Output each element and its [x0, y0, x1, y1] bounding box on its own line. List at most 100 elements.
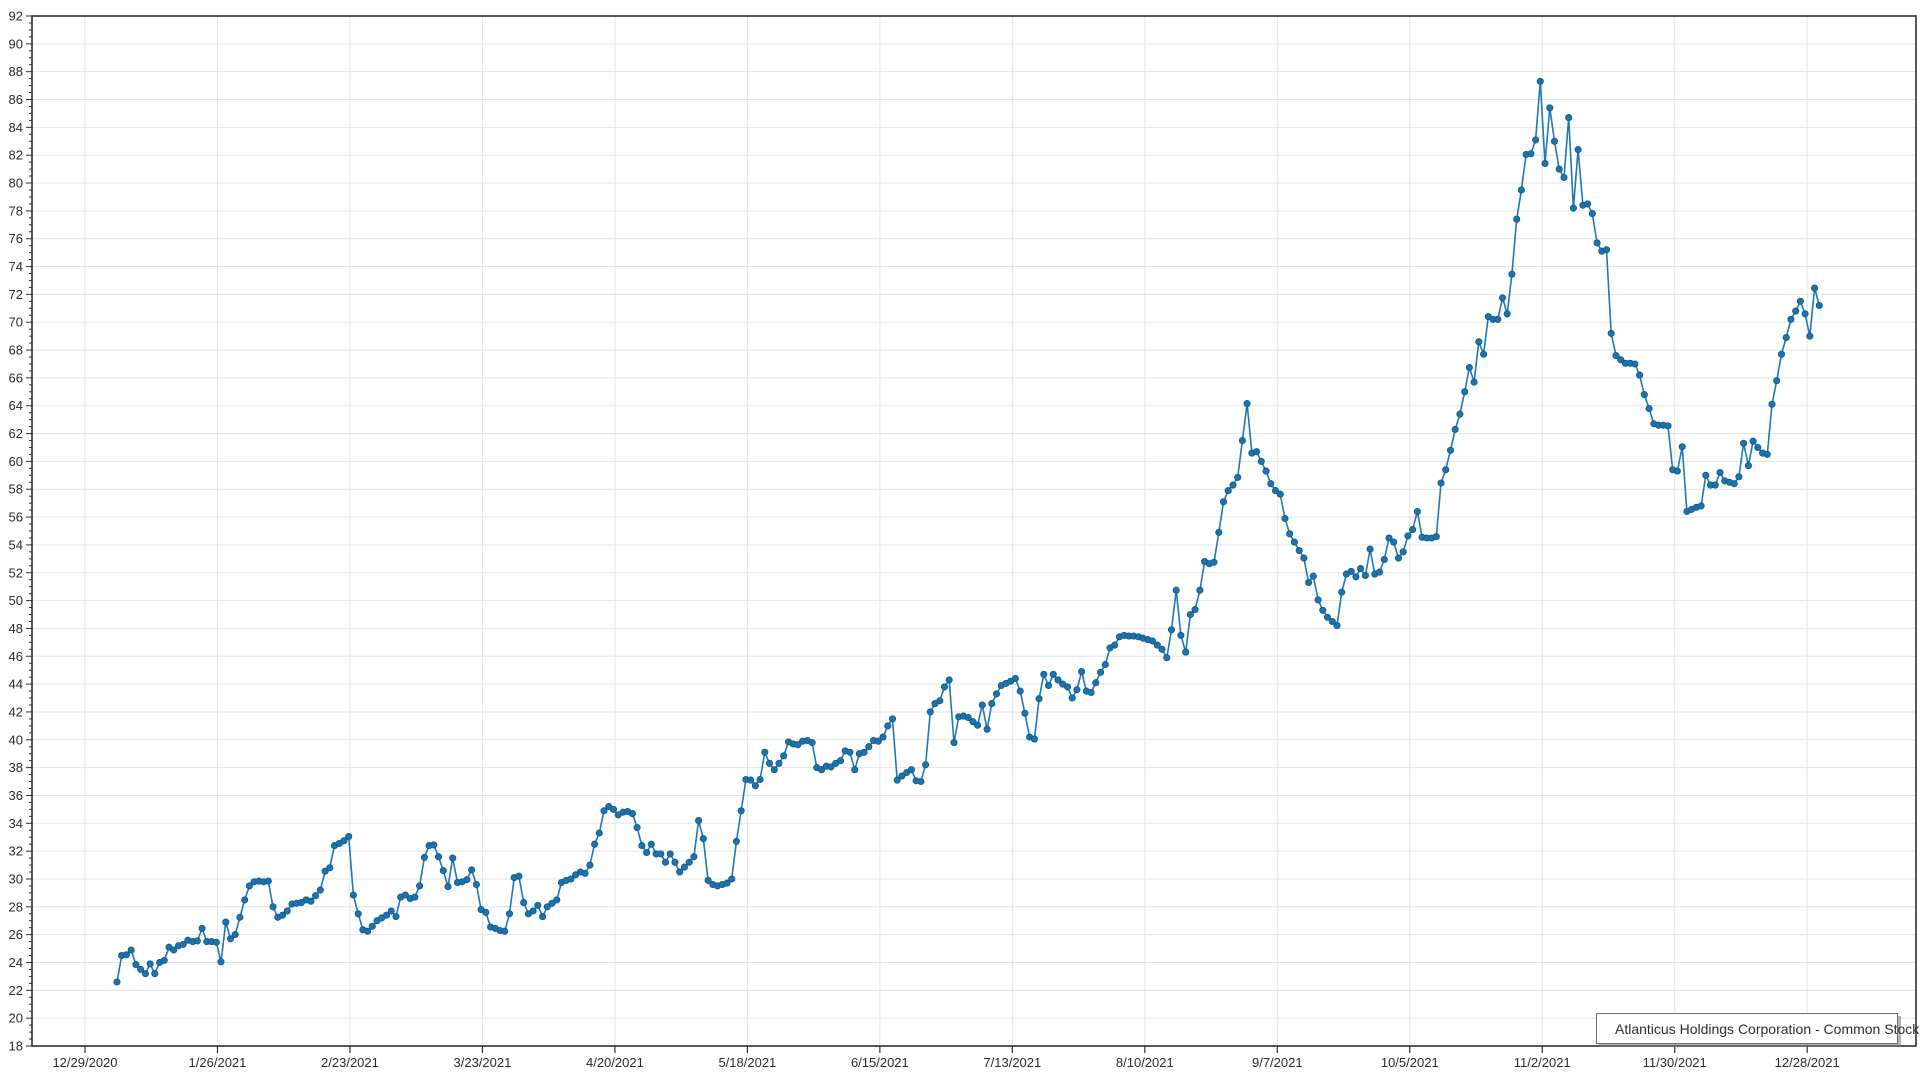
data-point-marker	[1546, 104, 1554, 112]
data-point-marker	[241, 896, 249, 904]
data-point-marker	[1101, 661, 1109, 669]
data-point-marker	[548, 899, 556, 907]
data-point-marker	[283, 907, 291, 915]
data-point-marker	[198, 924, 206, 932]
y-axis-label: 22	[9, 983, 23, 998]
y-axis-label: 80	[9, 176, 23, 191]
data-point-marker	[264, 877, 272, 885]
data-point-marker	[1465, 363, 1473, 372]
data-point-marker	[1711, 481, 1719, 489]
data-point-marker	[794, 741, 802, 749]
data-point-marker	[132, 961, 140, 969]
y-axis-label: 36	[9, 788, 23, 803]
data-point-marker	[922, 761, 930, 769]
data-point-marker	[472, 880, 480, 889]
data-point-marker	[505, 910, 514, 918]
data-point-marker	[1574, 146, 1582, 154]
data-point-marker	[316, 886, 324, 894]
data-point-marker	[765, 759, 774, 767]
data-point-marker	[231, 931, 239, 939]
x-axis-label: 6/15/2021	[851, 1055, 909, 1070]
data-point-marker	[141, 970, 149, 978]
x-axis-label: 1/26/2021	[189, 1055, 247, 1070]
x-axis-label: 3/23/2021	[454, 1055, 512, 1070]
y-axis-label: 38	[9, 760, 23, 775]
data-point-marker	[520, 899, 528, 907]
data-point-marker	[1361, 571, 1369, 580]
y-axis-label: 50	[9, 593, 23, 608]
data-point-marker	[1442, 466, 1450, 474]
data-point-marker	[699, 835, 707, 843]
y-axis-label: 28	[9, 899, 23, 914]
data-point-marker	[416, 882, 424, 890]
data-point-marker	[368, 922, 376, 930]
data-point-marker	[1541, 159, 1549, 168]
data-point-marker	[780, 752, 788, 760]
data-point-marker	[874, 737, 882, 745]
data-point-marker	[179, 940, 187, 948]
data-point-marker	[884, 722, 892, 730]
data-point-marker	[1111, 641, 1119, 649]
x-axis-label: 5/18/2021	[718, 1055, 776, 1070]
data-point-marker	[1503, 310, 1511, 318]
data-point-marker	[1219, 498, 1228, 506]
data-point-marker	[312, 892, 320, 900]
data-point-marker	[1338, 588, 1346, 596]
y-axis-label: 18	[9, 1039, 23, 1054]
data-point-marker	[1300, 554, 1308, 562]
data-point-marker	[676, 868, 684, 876]
data-point-marker	[695, 816, 703, 825]
data-point-marker	[609, 805, 618, 813]
data-point-marker	[1253, 448, 1261, 456]
data-point-marker	[1432, 533, 1440, 541]
data-point-marker	[1744, 462, 1752, 470]
data-point-marker	[723, 879, 731, 887]
data-point-marker	[1286, 530, 1294, 538]
y-axis-label: 70	[9, 315, 23, 330]
y-axis-label: 48	[9, 621, 23, 636]
data-point-marker	[586, 861, 594, 869]
data-point-marker	[732, 837, 740, 845]
data-point-marker	[1314, 596, 1322, 604]
plot-frame	[31, 15, 1917, 1047]
data-point-marker	[1777, 350, 1786, 358]
data-point-marker	[1186, 610, 1194, 619]
data-point-marker	[1229, 481, 1237, 489]
data-point-marker	[193, 937, 201, 945]
data-point-marker	[1347, 567, 1355, 575]
data-point-marker	[1475, 338, 1483, 346]
data-point-marker	[860, 748, 868, 756]
data-point-marker	[278, 911, 287, 919]
data-point-marker	[1063, 683, 1072, 691]
x-axis-label: 10/5/2021	[1381, 1055, 1439, 1070]
legend: Atlanticus Holdings Corporation - Common…	[1596, 1013, 1919, 1044]
data-point-marker	[1588, 210, 1596, 218]
data-point-marker	[600, 807, 608, 815]
data-point-marker	[737, 807, 745, 815]
data-point-marker	[439, 867, 447, 875]
data-point-marker	[671, 858, 679, 866]
data-point-marker	[1016, 687, 1024, 695]
data-point-marker	[430, 841, 438, 849]
data-point-marker	[354, 910, 362, 918]
data-point-marker	[1569, 204, 1577, 212]
data-point-marker	[1735, 473, 1743, 481]
data-point-marker	[879, 733, 887, 741]
data-point-marker	[482, 908, 490, 916]
y-axis-label: 92	[9, 9, 23, 24]
x-axis-label: 12/28/2021	[1775, 1055, 1840, 1070]
data-point-marker	[1801, 310, 1809, 318]
data-point-marker	[1678, 443, 1686, 451]
data-point-marker	[1815, 301, 1823, 310]
data-point-marker	[212, 938, 220, 946]
data-point-marker	[1399, 548, 1407, 556]
y-axis-label: 42	[9, 704, 23, 719]
data-point-marker	[1607, 329, 1615, 337]
data-point-marker	[836, 757, 845, 765]
data-point-marker	[770, 766, 778, 774]
y-axis-label: 72	[9, 287, 23, 302]
data-point-marker	[1517, 186, 1525, 194]
data-point-marker	[964, 713, 972, 722]
data-point-marker	[515, 872, 523, 880]
data-point-marker	[468, 866, 476, 874]
